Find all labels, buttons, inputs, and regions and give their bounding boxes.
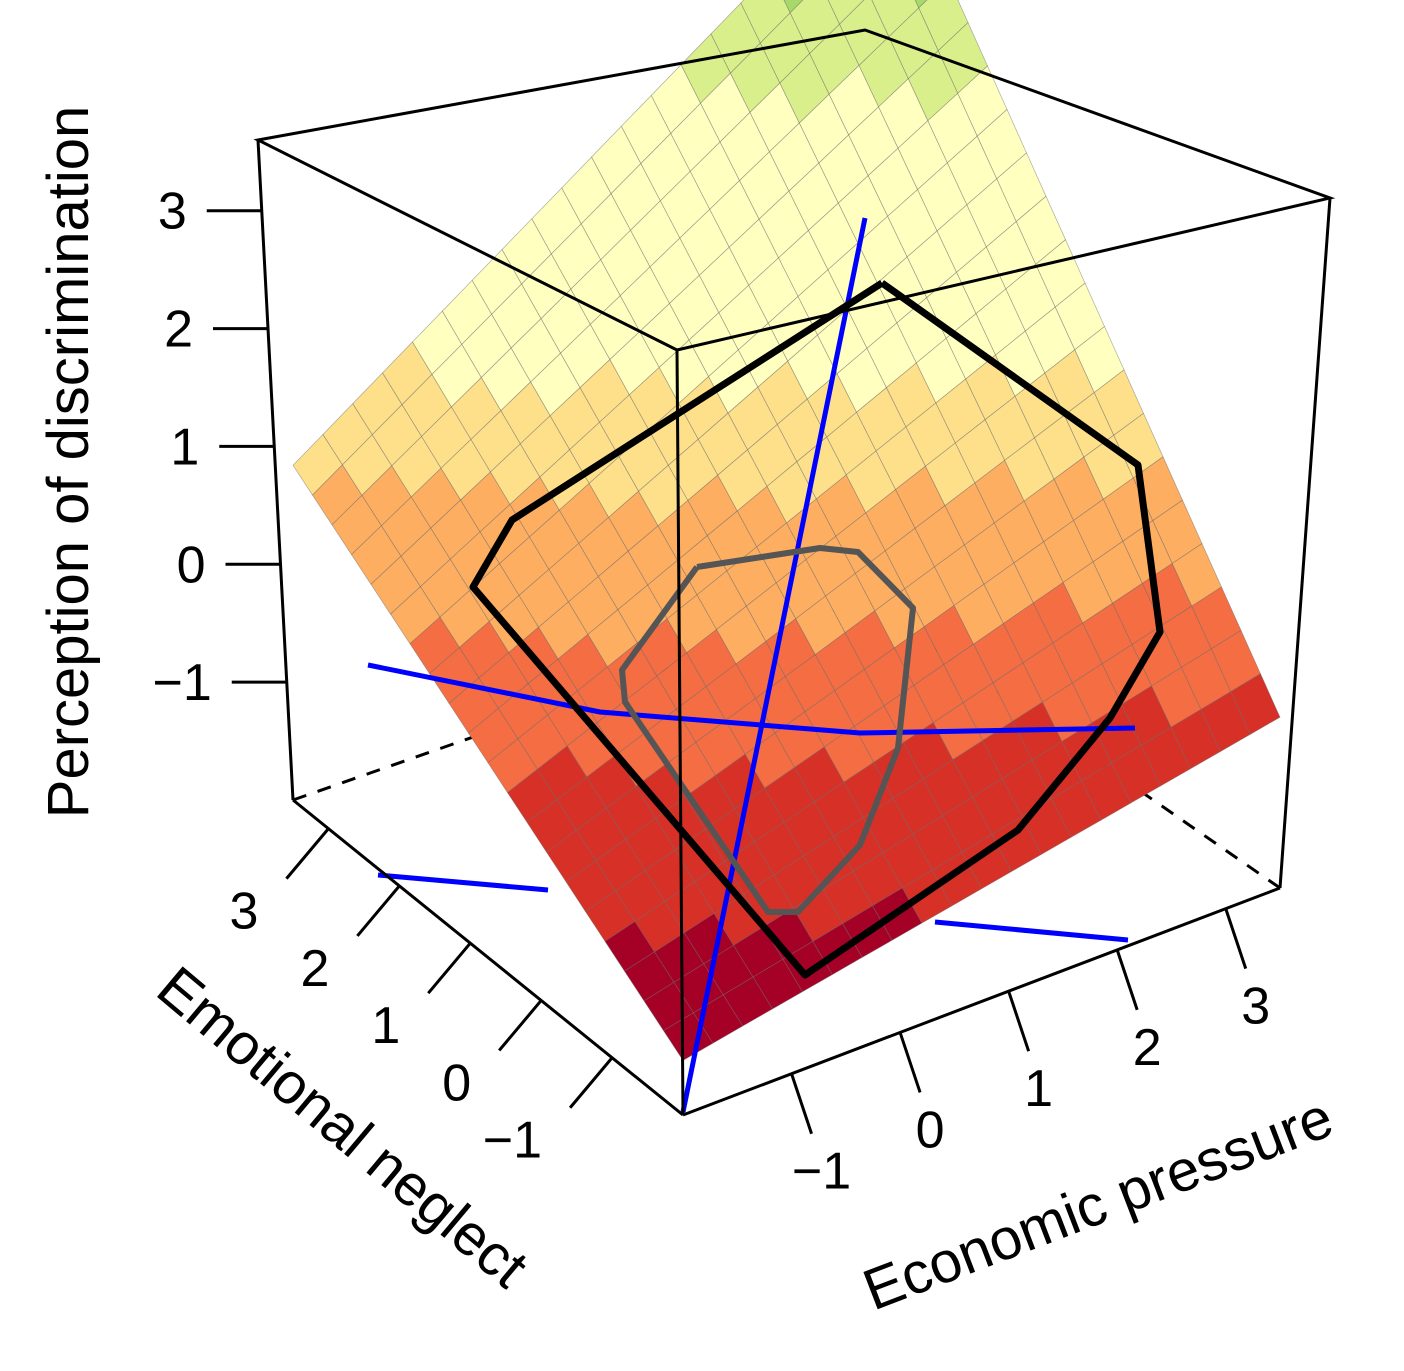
y-tick-label: −1 [483,1112,542,1170]
y-tick-label: 0 [442,1054,471,1112]
box-bottom-front-right-edge [682,886,1281,1117]
congruence-line [680,217,868,1113]
box-front-edges [253,28,1336,1117]
z-tick-label: 2 [164,301,193,359]
surface-overlays [367,217,1164,1113]
x-tick [898,1031,922,1093]
z-tick-label: 3 [158,183,187,241]
bagplot-inner-bag [619,545,916,915]
z-tick-label: 1 [170,418,199,476]
x-tick [1224,908,1248,970]
y-tick-label: 2 [300,940,329,998]
x-tick [1115,949,1139,1011]
x-tick-label: 0 [916,1101,945,1159]
bagplot-outer-hull [469,280,1164,979]
z-tick-label: 0 [177,536,206,594]
box-bottom-front-left-edge [292,798,684,1117]
box-right-vertical-edge [1278,197,1332,889]
x-tick-label: 3 [1241,978,1270,1036]
x-tick-label: 2 [1133,1019,1162,1077]
y-axis-title: Emotional neglect [145,954,540,1300]
y-tick [285,827,330,880]
box-left-vertical-edge [256,139,295,801]
z-axis-title: Perception of discrimination [36,106,101,818]
y-tick [356,884,401,937]
y-tick-label: 1 [371,997,400,1055]
y-tick [427,942,472,995]
incongruence-line-lower [377,872,549,893]
x-tick-label: 1 [1024,1060,1053,1118]
y-tick [498,999,543,1052]
z-tick-label: −1 [152,654,211,712]
incongruence-line-upper [367,662,1136,736]
response-surface [292,0,1281,1061]
y-tick-label: 3 [230,883,259,941]
x-tick [790,1073,813,1135]
x-tick [1007,990,1031,1052]
incongruence-line-lower-right [934,919,1129,943]
y-tick [568,1056,614,1109]
box-front-vertical-edge [675,349,685,1116]
x-tick-label: −1 [792,1143,851,1201]
